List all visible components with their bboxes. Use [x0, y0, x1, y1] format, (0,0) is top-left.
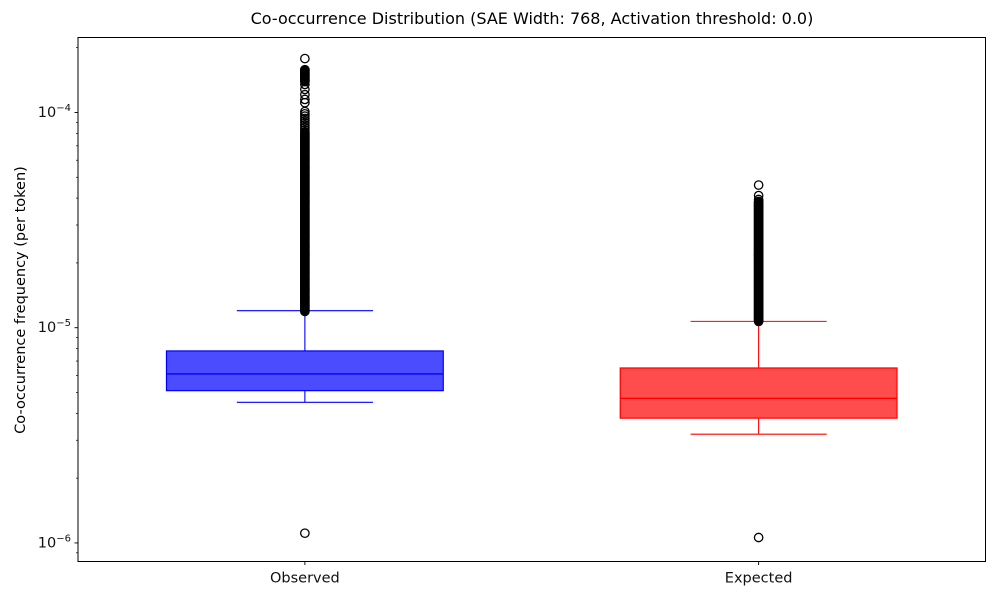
plot-spines: [77, 37, 986, 562]
iqr-box: [619, 367, 898, 419]
outlier-marker: [753, 190, 764, 201]
y-tick-label: 10−4: [38, 103, 71, 121]
observed-boxplot: [165, 53, 444, 539]
outlier-marker: [300, 94, 310, 105]
y-tick-label: 10−6: [38, 533, 71, 551]
outlier-marker: [300, 79, 310, 90]
outlier-marker: [300, 127, 310, 138]
outlier-marker: [300, 528, 310, 539]
outlier-markers: [753, 180, 764, 543]
outlier-marker: [300, 64, 310, 75]
outlier-marker: [300, 84, 310, 95]
x-tick-label-observed: Observed: [270, 571, 340, 587]
boxplot-series: [165, 53, 898, 543]
outlier-marker: [300, 53, 310, 64]
outlier-marker: [300, 97, 310, 108]
outlier-marker: [753, 194, 764, 205]
y-axis-major-ticks: 10−4 10−5 10−6: [38, 103, 78, 551]
outlier-marker: [753, 532, 764, 543]
outlier-markers: [300, 53, 310, 539]
axes-frame: [77, 37, 986, 562]
y-tick-label: 10−5: [38, 318, 71, 336]
x-tick-label-expected: Expected: [725, 571, 793, 587]
x-axis-ticks: Observed Expected: [270, 561, 793, 587]
expected-boxplot: [619, 180, 898, 543]
chart-title: Co-occurrence Distribution (SAE Width: 7…: [250, 9, 814, 28]
outlier-marker: [753, 180, 764, 190]
iqr-box: [165, 350, 444, 392]
